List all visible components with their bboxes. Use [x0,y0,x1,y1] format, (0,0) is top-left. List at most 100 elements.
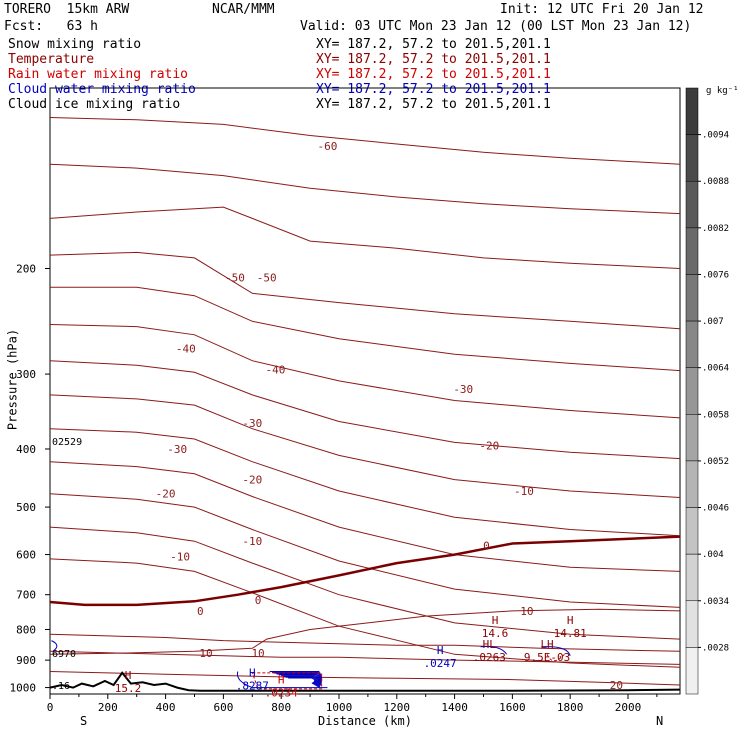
isotherm-line [50,286,681,372]
isotherm-line [49,526,681,640]
isotherm-line [49,251,681,330]
isotherm-line [49,558,681,668]
rain-water-contour [546,653,565,662]
isotherm-line [49,324,681,419]
x-tick-label: 1600 [499,701,526,714]
extremum-marker: H [125,669,132,682]
isotherm-label: 0 [483,540,490,553]
isotherm-label: -40 [176,343,196,356]
field-xy-cloud-water: XY= 187.2, 57.2 to 201.5,201.1 [316,82,551,97]
extremum-value: .0234 [265,686,298,699]
cloud-water-contour [281,675,318,686]
extremum-marker: H [437,644,444,657]
field-name-cloud-water: Cloud water mixing ratio [8,82,196,97]
extremum-marker: H [249,666,256,679]
cloud-water-contour [271,671,322,688]
isotherm-label: -50 [225,271,245,284]
temperature-contours [49,117,681,686]
isotherm-label: -50 [257,271,277,284]
y-tick-label: 400 [16,443,36,456]
isotherm-label: 10 [199,647,212,660]
isotherm-label: 0 [255,594,262,607]
extremum-marker: H [278,673,285,686]
extremum-value: 15.2 [115,682,142,695]
extremum-value: .0247 [424,657,457,670]
isotherm-line [49,633,681,652]
extremum-value: 14.81 [554,627,587,640]
y-tick-label: 1000 [10,682,37,695]
x-tick-label: 200 [98,701,118,714]
isotherm-label: -10 [242,535,262,548]
forecast-hour: Fcst: 63 h [4,19,98,34]
isotherm-line [49,117,681,165]
colorbar-units: g kg⁻¹ [706,86,739,96]
cloud-water-contour [236,671,328,689]
contour-labels: -60 -50 -50 -40 -40 -30 -30 -30 -20 -20 -20 -10 -10 -… [52,140,623,699]
isotherm-label: -20 [242,474,262,487]
isotherm-label: 20 [610,679,623,692]
field-name-temperature: Temperature [8,52,95,67]
isotherm-line [49,394,681,498]
cloud-water-contour [283,675,317,685]
x-axis-right-end: N [656,714,664,728]
isotherm-line [49,650,681,665]
field-name-rain: Rain water mixing ratio [8,67,189,82]
cloud-water-contour [541,646,571,656]
cloud-water-contour [480,646,508,655]
model-title: TORERO 15km ARW [4,2,130,17]
x-tick-label: 800 [271,701,291,714]
center-label: NCAR/MMM [212,2,275,17]
isotherm-label: -30 [453,383,473,396]
plot-frame [49,87,681,695]
isotherm-label: 0 [197,605,204,618]
hydrometeor-contours [51,640,571,690]
y-tick-label: 500 [16,501,36,514]
x-tick-label: 1800 [557,701,584,714]
x-tick-label: 600 [213,701,233,714]
edge-contour-label: 02529 [52,437,82,448]
y-tick-label: 800 [16,623,36,636]
y-tick-label: 600 [16,549,36,562]
x-axis-title: Distance (km) [318,714,412,728]
x-tick-label: 2000 [615,701,642,714]
field-xy-temperature: XY= 187.2, 57.2 to 201.5,201.1 [316,52,551,67]
isotherm-line [49,360,681,460]
rain-water-contour [251,672,323,690]
y-tick-label: 700 [16,589,36,602]
cloud-water-contour [288,677,316,684]
y-tick-label: 900 [16,654,36,667]
cloud-water-contour [276,673,320,687]
isotherm-line [49,163,681,215]
extremum-marker: H [567,614,574,627]
isotherm-line [49,493,681,608]
isotherm-label: 10 [520,605,533,618]
isotherm-line [49,671,681,686]
edge-contour-label: .16 [52,681,70,692]
isotherm-label: 10 [251,647,264,660]
cloud-water-contour [285,676,317,685]
isotherm-label: -40 [265,364,285,377]
isotherm-label: -20 [479,440,499,453]
extremum-marker: HL [483,638,497,651]
field-xy-cloud-ice: XY= 187.2, 57.2 to 201.5,201.1 [316,97,551,112]
x-axis-left-end: S [80,714,88,728]
isotherm-label: -10 [170,551,190,564]
init-time: Init: 12 UTC Fri 20 Jan 12 [500,2,704,17]
isotherm-label: -10 [514,485,534,498]
valid-time: Valid: 03 UTC Mon 23 Jan 12 (00 LST Mon … [300,19,692,34]
zero-isotherm-line [49,535,681,607]
field-name-cloud-ice: Cloud ice mixing ratio [8,97,181,112]
x-tick-label: 1400 [441,701,468,714]
extremum-marker: LH [540,638,553,651]
y-tick-label: 300 [16,368,36,381]
field-xy-rain: XY= 187.2, 57.2 to 201.5,201.1 [316,67,551,82]
isotherm-line [49,608,681,655]
y-axis-title: Pressure (hPa) [5,328,20,431]
cloud-water-contour [51,640,58,652]
isotherm-label: -30 [167,443,187,456]
terrain-line [49,671,681,692]
isotherm-line [49,428,681,537]
x-tick-label: 400 [156,701,176,714]
extremum-value: .8287 [236,679,269,692]
